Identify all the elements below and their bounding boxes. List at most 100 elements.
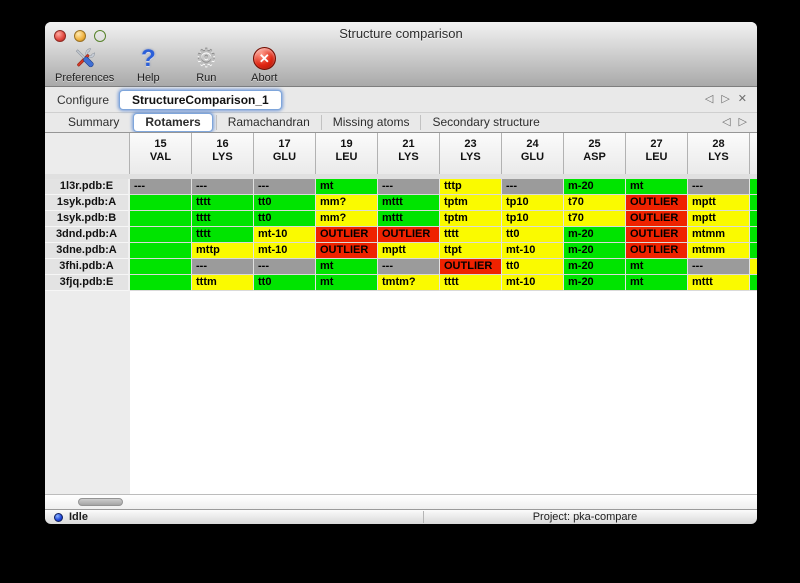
- tab-missing-atoms[interactable]: Missing atoms: [320, 115, 421, 130]
- window-title: Structure comparison: [339, 26, 463, 41]
- rotamer-cell[interactable]: tp10: [502, 195, 564, 211]
- column-header-23: 23 LYS: [440, 133, 502, 174]
- rotamer-cell[interactable]: OUTLIER: [440, 259, 502, 275]
- rotamer-cell[interactable]: mttt: [378, 211, 440, 227]
- rotamer-cell[interactable]: OUTLIER: [378, 227, 440, 243]
- app-window: Structure comparison: [45, 22, 757, 524]
- rotamer-cell[interactable]: ---: [688, 179, 750, 195]
- rotamer-cell[interactable]: OUTLIER: [626, 227, 688, 243]
- tab-ramachandran[interactable]: Ramachandran: [215, 115, 321, 130]
- rotamer-cell[interactable]: mttt: [378, 195, 440, 211]
- configure-instance-tab[interactable]: StructureComparison_1: [119, 89, 282, 110]
- close-configuration-icon[interactable]: ✕: [737, 93, 747, 105]
- rotamer-cell[interactable]: ---: [378, 259, 440, 275]
- rotamer-cell[interactable]: mt-10: [254, 227, 316, 243]
- horizontal-scrollbar[interactable]: [45, 494, 757, 509]
- tab-rotamers[interactable]: Rotamers: [133, 113, 213, 132]
- tab-secondary-structure[interactable]: Secondary structure: [420, 115, 550, 130]
- rotamer-cell[interactable]: mm?: [316, 195, 378, 211]
- result-tabs: Summary Rotamers Ramachandran Missing atoms…: [45, 113, 757, 132]
- rotamer-table: 15 VAL 16 LYS 17 GLU 19 LEU 21 LYS 23 LYS 24 GLU 25 ASP…: [45, 132, 757, 494]
- rotamer-cell[interactable]: tttm: [192, 275, 254, 291]
- rotamer-cell[interactable]: mt: [316, 179, 378, 195]
- rotamer-cell[interactable]: mtmm: [688, 227, 750, 243]
- rotamer-cell[interactable]: mt-10: [502, 275, 564, 291]
- rotamer-cell[interactable]: m-20: [564, 227, 626, 243]
- rotamer-cell[interactable]: OUTLIER: [626, 211, 688, 227]
- rotamer-cell[interactable]: mptt: [688, 195, 750, 211]
- preferences-button[interactable]: Preferences: [55, 45, 114, 84]
- rotamer-cell[interactable]: mt: [626, 179, 688, 195]
- rotamer-cell[interactable]: m-20: [564, 275, 626, 291]
- prev-configuration-icon[interactable]: ◁: [704, 93, 714, 105]
- rotamer-cell[interactable]: ---: [192, 179, 254, 195]
- help-button[interactable]: ? Help: [124, 45, 172, 84]
- tab-summary[interactable]: Summary: [68, 115, 120, 129]
- rotamer-cell[interactable]: ---: [130, 179, 192, 195]
- rotamer-cell-partial: [750, 195, 757, 211]
- rotamer-cell[interactable]: [130, 195, 192, 211]
- rotamer-cell[interactable]: ---: [378, 179, 440, 195]
- rotamer-cell[interactable]: tttt: [440, 275, 502, 291]
- rotamer-cell[interactable]: ttpt: [440, 243, 502, 259]
- zoom-window-button[interactable]: [94, 30, 106, 42]
- rotamer-cell[interactable]: mttt: [688, 275, 750, 291]
- rotamer-cell[interactable]: [130, 243, 192, 259]
- run-button[interactable]: ⚙ Run: [182, 45, 230, 84]
- rotamer-cell[interactable]: tttt: [192, 227, 254, 243]
- rotamer-cell[interactable]: tttt: [192, 195, 254, 211]
- status-bar: Idle Project: pka-compare: [45, 509, 757, 524]
- rotamer-cell[interactable]: mm?: [316, 211, 378, 227]
- rotamer-cell[interactable]: m-20: [564, 243, 626, 259]
- minimize-window-button[interactable]: [74, 30, 86, 42]
- rotamer-cell[interactable]: tt0: [254, 211, 316, 227]
- rotamer-cell[interactable]: [130, 227, 192, 243]
- rotamer-cell[interactable]: OUTLIER: [316, 243, 378, 259]
- rotamer-cell[interactable]: mttp: [192, 243, 254, 259]
- abort-button[interactable]: ✕ Abort: [240, 45, 288, 84]
- rotamer-cell[interactable]: t70: [564, 211, 626, 227]
- rotamer-cell[interactable]: tp10: [502, 211, 564, 227]
- horizontal-scrollbar-thumb[interactable]: [78, 498, 123, 506]
- rotamer-cell[interactable]: ---: [688, 259, 750, 275]
- rotamer-cell[interactable]: t70: [564, 195, 626, 211]
- rotamer-cell[interactable]: mt-10: [254, 243, 316, 259]
- tools-icon: [71, 45, 99, 72]
- next-configuration-icon[interactable]: ▷: [721, 93, 730, 105]
- rotamer-cell[interactable]: ---: [254, 259, 316, 275]
- close-window-button[interactable]: [54, 30, 66, 42]
- rotamer-cell[interactable]: OUTLIER: [316, 227, 378, 243]
- rotamer-cell[interactable]: m-20: [564, 179, 626, 195]
- rotamer-cell[interactable]: mt: [316, 275, 378, 291]
- configure-bar: Configure StructureComparison_1 ◁ ▷ ✕: [45, 87, 757, 113]
- prev-tab-icon[interactable]: ◁: [722, 116, 731, 128]
- rotamer-cell[interactable]: tmtm?: [378, 275, 440, 291]
- rotamer-cell[interactable]: mt-10: [502, 243, 564, 259]
- rotamer-cell[interactable]: tttt: [440, 227, 502, 243]
- rotamer-cell[interactable]: tttt: [192, 211, 254, 227]
- rotamer-cell[interactable]: mt: [316, 259, 378, 275]
- rotamer-cell[interactable]: ---: [192, 259, 254, 275]
- rotamer-cell[interactable]: mtmm: [688, 243, 750, 259]
- rotamer-cell[interactable]: tptm: [440, 195, 502, 211]
- rotamer-cell[interactable]: ---: [502, 179, 564, 195]
- table-row: 1l3r.pdb:E --- --- --- mt --- tttp --- m-20 mt ---: [45, 179, 757, 195]
- rotamer-cell[interactable]: tttp: [440, 179, 502, 195]
- rotamer-cell[interactable]: mt: [626, 259, 688, 275]
- rotamer-cell[interactable]: tt0: [502, 227, 564, 243]
- rotamer-cell[interactable]: tt0: [254, 275, 316, 291]
- rotamer-cell[interactable]: mptt: [688, 211, 750, 227]
- rotamer-cell[interactable]: [130, 211, 192, 227]
- rotamer-cell[interactable]: [130, 259, 192, 275]
- rotamer-cell[interactable]: OUTLIER: [626, 195, 688, 211]
- rotamer-cell[interactable]: m-20: [564, 259, 626, 275]
- next-tab-icon[interactable]: ▷: [738, 116, 747, 128]
- rotamer-cell[interactable]: [130, 275, 192, 291]
- rotamer-cell[interactable]: mptt: [378, 243, 440, 259]
- rotamer-cell[interactable]: tt0: [502, 259, 564, 275]
- rotamer-cell[interactable]: tt0: [254, 195, 316, 211]
- rotamer-cell[interactable]: tptm: [440, 211, 502, 227]
- rotamer-cell[interactable]: ---: [254, 179, 316, 195]
- rotamer-cell[interactable]: OUTLIER: [626, 243, 688, 259]
- rotamer-cell[interactable]: mt: [626, 275, 688, 291]
